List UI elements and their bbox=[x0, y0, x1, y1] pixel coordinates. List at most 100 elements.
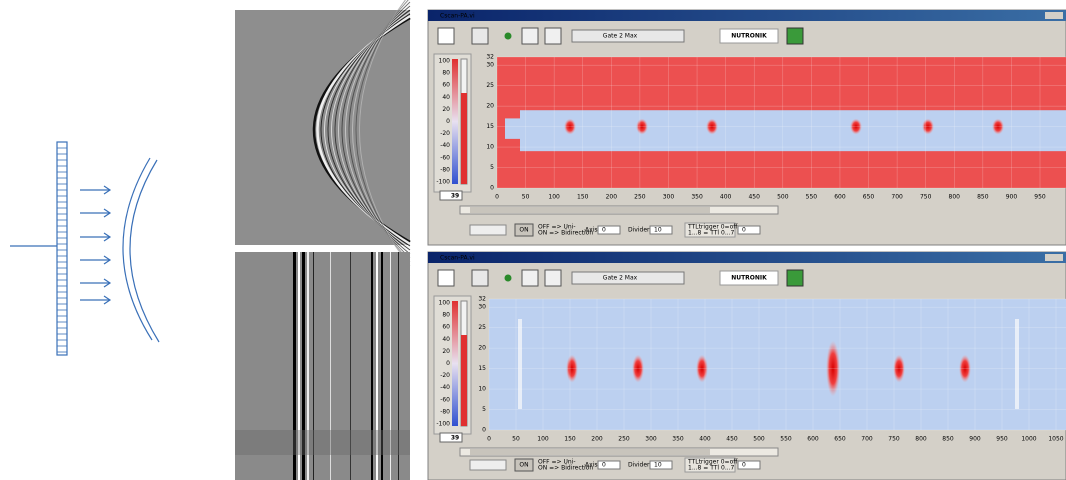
x-tick-label: 200 bbox=[606, 194, 618, 201]
x-tick-label: 900 bbox=[1006, 194, 1018, 201]
x-tick-label: 250 bbox=[634, 194, 646, 201]
ttl-value: 0 bbox=[742, 227, 746, 234]
scale-tick-label: 80 bbox=[442, 312, 450, 319]
tool-palette bbox=[470, 460, 506, 470]
x-tick-label: 550 bbox=[806, 194, 818, 201]
scale-tick-label: 80 bbox=[442, 70, 450, 77]
x-tick-label: 450 bbox=[748, 194, 760, 201]
y-tick-label: 15 bbox=[478, 365, 486, 372]
toolbar-button[interactable] bbox=[522, 28, 538, 44]
scale-tick-label: -80 bbox=[440, 166, 450, 173]
scroll-thumb bbox=[470, 207, 710, 213]
toolbar-button[interactable] bbox=[438, 270, 454, 286]
toolbar-button[interactable] bbox=[472, 28, 488, 44]
axis-label: Axis bbox=[585, 227, 597, 234]
scale-tick-label: -40 bbox=[440, 142, 450, 149]
labview-window: Cscan-PA.viGate 2 MaxNUTRONIK10080604020… bbox=[428, 10, 1066, 245]
tool-palette bbox=[470, 225, 506, 235]
scale-tick-label: -60 bbox=[440, 154, 450, 161]
x-tick-label: 1050 bbox=[1048, 436, 1063, 443]
band-step bbox=[505, 118, 521, 138]
toolbar-button[interactable] bbox=[522, 270, 538, 286]
x-tick-label: 550 bbox=[780, 436, 792, 443]
x-tick-label: 300 bbox=[645, 436, 657, 443]
scale-tick-label: -80 bbox=[440, 408, 450, 415]
y-tick-label: 5 bbox=[490, 164, 494, 171]
scale-tick-label: 20 bbox=[442, 348, 450, 355]
x-tick-label: 200 bbox=[591, 436, 603, 443]
scale-tick-label: -20 bbox=[440, 372, 450, 379]
scale-fill bbox=[461, 93, 467, 184]
x-tick-label: 850 bbox=[942, 436, 954, 443]
ultrasound-image-top bbox=[235, 0, 410, 268]
window-buttons bbox=[1045, 254, 1063, 261]
toolbar-button[interactable] bbox=[472, 270, 488, 286]
divider-label: Divider bbox=[628, 227, 650, 234]
x-tick-label: 700 bbox=[891, 194, 903, 201]
x-tick-label: 600 bbox=[807, 436, 819, 443]
band bbox=[520, 110, 1066, 151]
y-tick-label: 20 bbox=[478, 345, 486, 352]
x-tick-label: 450 bbox=[726, 436, 738, 443]
y-tick-label: 10 bbox=[478, 386, 486, 393]
y-tick-label: 15 bbox=[486, 123, 494, 130]
x-tick-label: 800 bbox=[915, 436, 927, 443]
scale-value: 39 bbox=[451, 435, 459, 442]
y-tick-label: 32 bbox=[478, 296, 486, 303]
divider-value: 10 bbox=[654, 227, 662, 234]
y-tick-label: 10 bbox=[486, 144, 494, 151]
x-tick-label: 950 bbox=[1034, 194, 1046, 201]
x-tick-label: 100 bbox=[537, 436, 549, 443]
y-tick-label: 25 bbox=[486, 82, 494, 89]
dark-band bbox=[235, 430, 410, 455]
divider-label: Divider bbox=[628, 462, 650, 469]
scale-tick-label: -100 bbox=[436, 179, 450, 186]
toolbar-button[interactable] bbox=[545, 28, 561, 44]
x-tick-label: 50 bbox=[512, 436, 520, 443]
x-tick-label: 400 bbox=[699, 436, 711, 443]
y-tick-label: 0 bbox=[490, 185, 494, 192]
scale-tick-label: -100 bbox=[436, 421, 450, 428]
run-indicator bbox=[505, 33, 512, 40]
x-tick-label: 500 bbox=[777, 194, 789, 201]
x-tick-label: 150 bbox=[564, 436, 576, 443]
y-tick-label: 30 bbox=[478, 304, 486, 311]
scale-tick-label: 0 bbox=[446, 118, 450, 125]
scale-fill bbox=[461, 335, 467, 426]
x-tick-label: 500 bbox=[753, 436, 765, 443]
x-tick-label: 100 bbox=[548, 194, 560, 201]
divider-value: 10 bbox=[654, 462, 662, 469]
brand: NUTRONIK bbox=[731, 33, 767, 40]
scale-tick-label: 60 bbox=[442, 82, 450, 89]
run-indicator bbox=[505, 275, 512, 282]
axis-value: 0 bbox=[602, 227, 606, 234]
scale-tick-label: 40 bbox=[442, 94, 450, 101]
toolbar-button[interactable] bbox=[438, 28, 454, 44]
ttl-value: 0 bbox=[742, 462, 746, 469]
x-tick-label: 850 bbox=[977, 194, 989, 201]
title-bar bbox=[428, 252, 1066, 263]
vi-icon bbox=[787, 28, 803, 44]
gate-value: Gate 2 Max bbox=[603, 275, 638, 282]
scale-tick-label: -60 bbox=[440, 396, 450, 403]
x-tick-label: 150 bbox=[577, 194, 589, 201]
x-tick-label: 750 bbox=[888, 436, 900, 443]
x-tick-label: 400 bbox=[720, 194, 732, 201]
x-tick-label: 700 bbox=[861, 436, 873, 443]
schematic bbox=[10, 142, 159, 355]
scale-tick-label: 0 bbox=[446, 360, 450, 367]
x-tick-label: 800 bbox=[949, 194, 961, 201]
scale-tick-label: 100 bbox=[439, 58, 451, 65]
window-buttons bbox=[1045, 12, 1063, 19]
scale-bar bbox=[452, 301, 458, 426]
window-title: Cscan-PA.vi bbox=[440, 13, 475, 20]
y-tick-label: 20 bbox=[486, 103, 494, 110]
streak bbox=[1015, 319, 1019, 409]
x-tick-label: 750 bbox=[920, 194, 932, 201]
scale-tick-label: 20 bbox=[442, 106, 450, 113]
x-tick-label: 300 bbox=[663, 194, 675, 201]
x-tick-label: 350 bbox=[672, 436, 684, 443]
y-tick-label: 5 bbox=[482, 406, 486, 413]
toolbar-button[interactable] bbox=[545, 270, 561, 286]
vi-icon bbox=[787, 270, 803, 286]
